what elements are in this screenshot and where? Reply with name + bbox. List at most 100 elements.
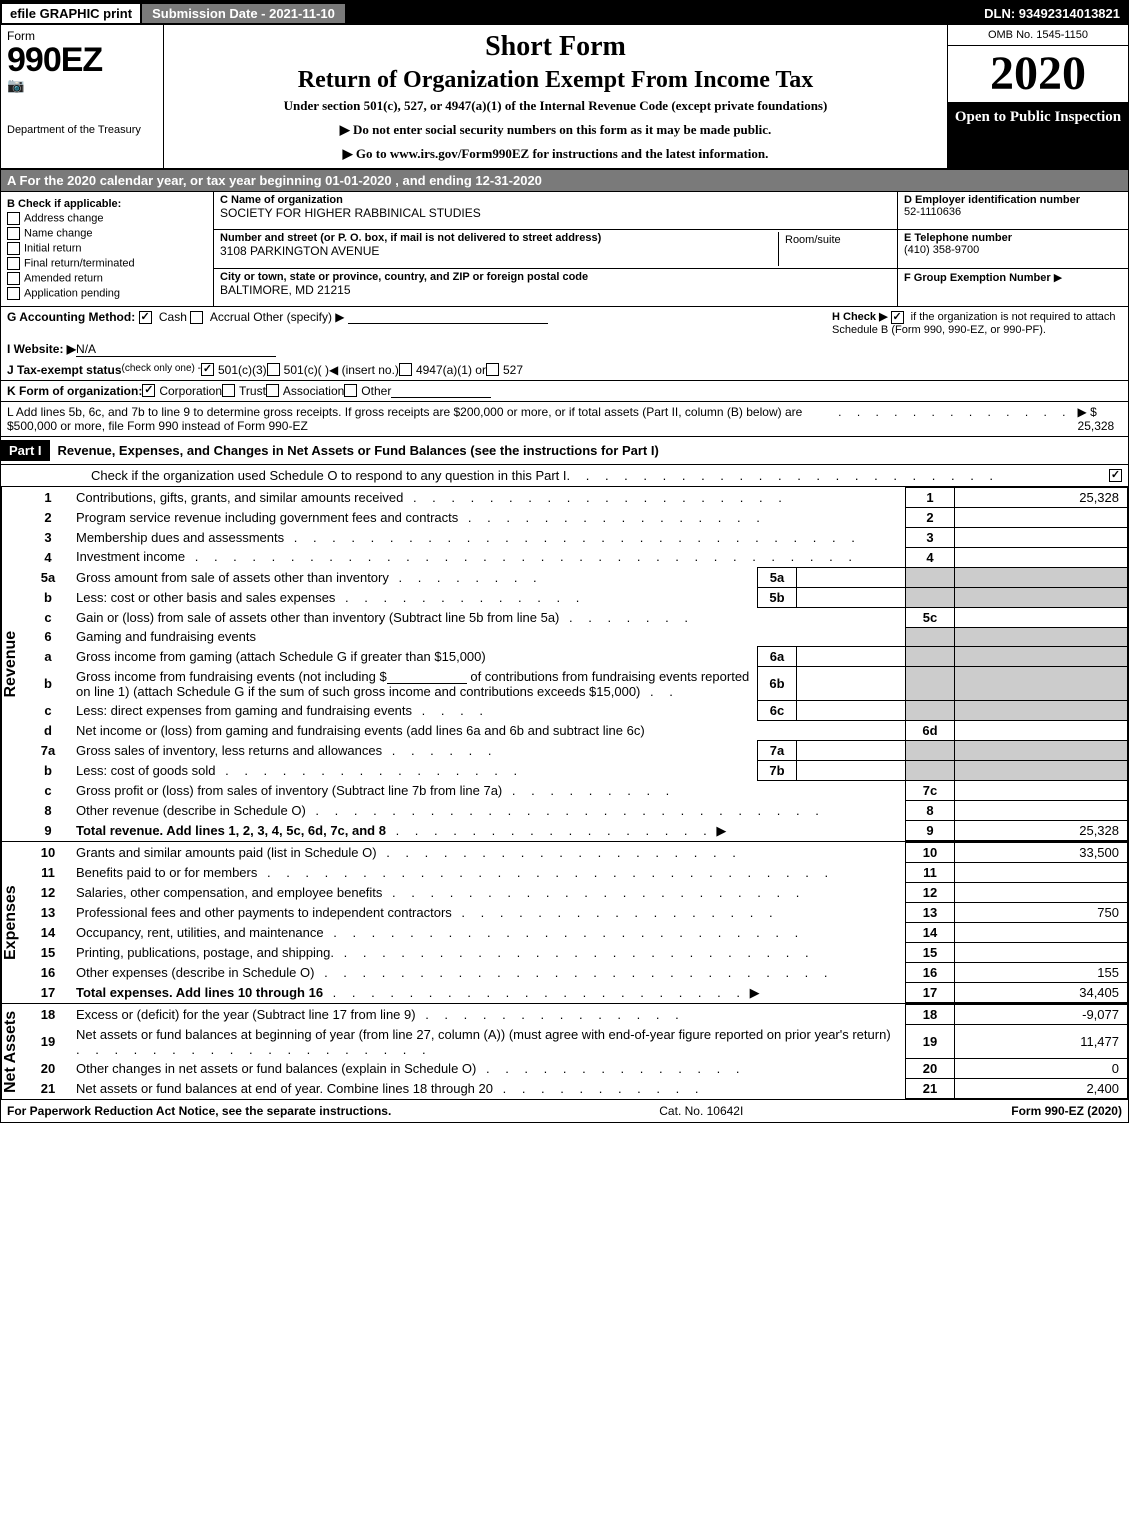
box-i-label: I Website: ▶ [7,342,76,357]
checkbox-501c3[interactable] [201,363,214,376]
expenses-table: 10Grants and similar amounts paid (list … [24,842,1128,1003]
footer-left: For Paperwork Reduction Act Notice, see … [7,1104,391,1118]
line-12: 12Salaries, other compensation, and empl… [24,883,1128,903]
notice-2: ▶ Go to www.irs.gov/Form990EZ for instru… [174,146,937,162]
room-suite: Room/suite [778,232,891,265]
revenue-section: Revenue 1Contributions, gifts, grants, a… [1,487,1128,843]
tax-year: 2020 [948,46,1128,103]
checkbox-part1-scho[interactable] [1109,469,1122,482]
box-right: D Employer identification number 52-1110… [898,192,1128,306]
line-6: 6Gaming and fundraising events [24,627,1128,647]
box-h-label: H Check ▶ [832,311,888,323]
form-container: efile GRAPHIC print Submission Date - 20… [0,0,1129,1123]
line-8: 8Other revenue (describe in Schedule O) … [24,801,1128,821]
row-l: L Add lines 5b, 6c, and 7b to line 9 to … [1,402,1128,437]
part1-title: Revenue, Expenses, and Changes in Net As… [58,443,659,458]
line-2: 2Program service revenue including gover… [24,507,1128,527]
checkbox-final[interactable] [7,257,20,270]
box-k-label: K Form of organization: [7,384,142,398]
line-4: 4Investment income . . . . . . . . . . .… [24,547,1128,567]
line-21: 21Net assets or fund balances at end of … [24,1079,1128,1099]
other-specify-field[interactable] [348,323,548,324]
submission-date: Submission Date - 2021-11-10 [141,3,346,24]
expenses-label: Expenses [1,842,24,1003]
row-g-h: G Accounting Method: Cash Accrual Other … [1,307,1128,339]
box-l-text: L Add lines 5b, 6c, and 7b to line 9 to … [7,405,832,433]
revenue-table: 1Contributions, gifts, grants, and simil… [24,487,1128,842]
line-14: 14Occupancy, rent, utilities, and mainte… [24,923,1128,943]
footer-right: Form 990-EZ (2020) [1011,1104,1122,1118]
box-d-label: D Employer identification number [904,194,1080,206]
dept-label: Department of the Treasury [7,124,157,136]
box-d-value: 52-1110636 [904,206,961,218]
checkbox-527[interactable] [486,363,499,376]
c-addr-label: Number and street (or P. O. box, if mail… [220,232,601,244]
short-form-title: Short Form [174,31,937,63]
checkbox-cash[interactable] [139,311,152,324]
checkbox-address[interactable] [7,212,20,225]
header-right: OMB No. 1545-1150 2020 Open to Public In… [947,25,1128,168]
form-code: 990EZ [7,43,157,77]
line-20: 20Other changes in net assets or fund ba… [24,1059,1128,1079]
line-15: 15Printing, publications, postage, and s… [24,943,1128,963]
checkbox-initial[interactable] [7,242,20,255]
dln-label: DLN: 93492314013821 [976,4,1128,23]
checkbox-other[interactable] [344,384,357,397]
checkbox-accrual[interactable] [190,311,203,324]
line-1: 1Contributions, gifts, grants, and simil… [24,487,1128,507]
line-5c: cGain or (loss) from sale of assets othe… [24,607,1128,627]
revenue-label: Revenue [1,487,24,842]
c-city-value: BALTIMORE, MD 21215 [220,283,351,297]
header-left: Form 990EZ 📷 Department of the Treasury [1,25,164,168]
top-bar: efile GRAPHIC print Submission Date - 20… [1,1,1128,25]
line-7b: bLess: cost of goods sold . . . . . . . … [24,761,1128,781]
line-19: 19Net assets or fund balances at beginni… [24,1025,1128,1059]
line-6b: bGross income from fundraising events (n… [24,667,1128,701]
checkbox-trust[interactable] [222,384,235,397]
box-c: C Name of organization SOCIETY FOR HIGHE… [214,192,898,306]
c-name-label: C Name of organization [220,194,343,206]
net-assets-section: Net Assets 18Excess or (deficit) for the… [1,1004,1128,1099]
row-j: J Tax-exempt status (check only one) - 5… [1,360,1128,381]
subtitle: Under section 501(c), 527, or 4947(a)(1)… [174,98,937,114]
checkbox-4947[interactable] [399,363,412,376]
website-value: N/A [76,342,276,357]
line-16: 16Other expenses (describe in Schedule O… [24,963,1128,983]
line-3: 3Membership dues and assessments . . . .… [24,527,1128,547]
info-block: B Check if applicable: Address change Na… [1,192,1128,307]
part1-header-row: Part I Revenue, Expenses, and Changes in… [1,437,1128,465]
line-6a: aGross income from gaming (attach Schedu… [24,647,1128,667]
return-title: Return of Organization Exempt From Incom… [174,67,937,94]
checkbox-h[interactable] [891,311,904,324]
expenses-section: Expenses 10Grants and similar amounts pa… [1,842,1128,1004]
box-g-label: G Accounting Method: [7,310,135,324]
box-l-value: ▶ $ 25,328 [1078,405,1122,433]
line-17: 17Total expenses. Add lines 10 through 1… [24,983,1128,1003]
part1-tag: Part I [1,440,50,461]
row-i: I Website: ▶ N/A [1,339,1128,360]
part1-check-text: Check if the organization used Schedule … [91,468,567,483]
header-center: Short Form Return of Organization Exempt… [164,25,947,168]
c-city-label: City or town, state or province, country… [220,271,588,283]
omb-number: OMB No. 1545-1150 [948,25,1128,46]
checkbox-amended[interactable] [7,272,20,285]
line-5a: 5aGross amount from sale of assets other… [24,567,1128,587]
checkbox-assoc[interactable] [266,384,279,397]
efile-label: efile GRAPHIC print [1,3,141,24]
line-9: 9Total revenue. Add lines 1, 2, 3, 4, 5c… [24,821,1128,841]
c-name-value: SOCIETY FOR HIGHER RABBINICAL STUDIES [220,206,481,220]
checkbox-corp[interactable] [142,384,155,397]
net-assets-label: Net Assets [1,1004,24,1099]
footer-mid: Cat. No. 10642I [659,1104,743,1118]
line-6c: cLess: direct expenses from gaming and f… [24,701,1128,721]
box-b: B Check if applicable: Address change Na… [1,192,214,306]
checkbox-name[interactable] [7,227,20,240]
footer: For Paperwork Reduction Act Notice, see … [1,1099,1128,1122]
line-7a: 7aGross sales of inventory, less returns… [24,741,1128,761]
checkbox-501c[interactable] [267,363,280,376]
other-org-field[interactable] [391,384,491,398]
checkbox-pending[interactable] [7,287,20,300]
tax-year-row: A For the 2020 calendar year, or tax yea… [1,170,1128,192]
arrow-icon: ▶ [1054,272,1062,284]
line-5b: bLess: cost or other basis and sales exp… [24,587,1128,607]
